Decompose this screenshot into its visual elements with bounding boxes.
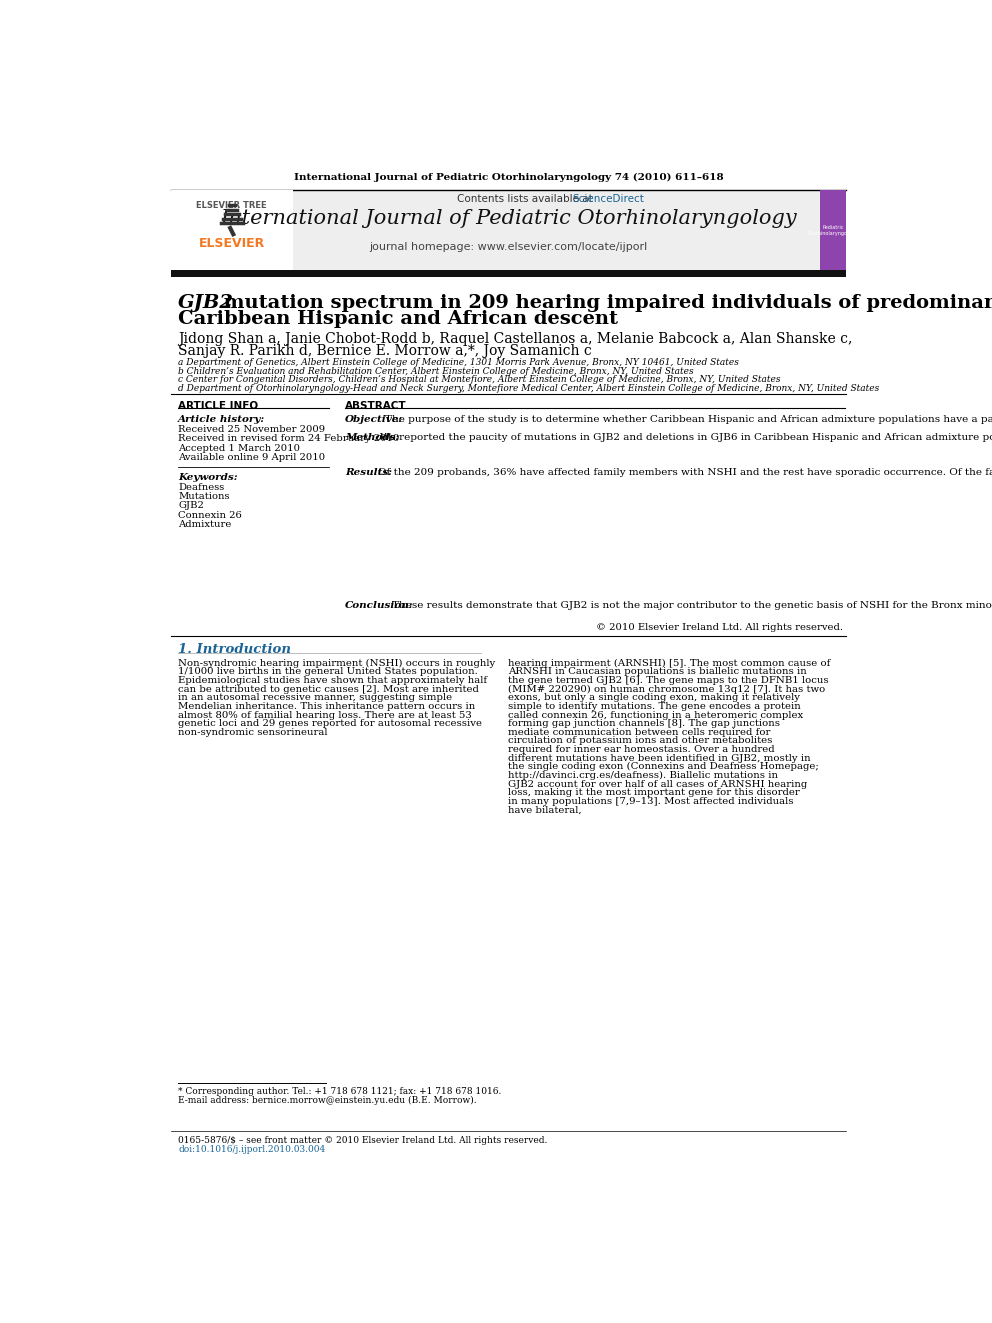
Text: non-syndromic sensorineural: non-syndromic sensorineural (179, 728, 327, 737)
Text: Pediatric
Otorhinolaryngology: Pediatric Otorhinolaryngology (807, 225, 858, 235)
Text: can be attributed to genetic causes [2]. Most are inherited: can be attributed to genetic causes [2].… (179, 685, 479, 693)
Text: mutation spectrum in 209 hearing impaired individuals of predominantly: mutation spectrum in 209 hearing impaire… (217, 294, 992, 311)
Text: (MIM# 220290) on human chromosome 13q12 [7]. It has two: (MIM# 220290) on human chromosome 13q12 … (509, 685, 825, 693)
Text: E-mail address: bernice.morrow@einstein.yu.edu (B.E. Morrow).: E-mail address: bernice.morrow@einstein.… (179, 1095, 477, 1105)
Text: ELSEVIER: ELSEVIER (198, 237, 265, 250)
Text: These results demonstrate that GJB2 is not the major contributor to the genetic : These results demonstrate that GJB2 is n… (392, 601, 992, 610)
Text: Keywords:: Keywords: (179, 472, 238, 482)
Text: Admixture: Admixture (179, 520, 231, 529)
Text: Epidemiological studies have shown that approximately half: Epidemiological studies have shown that … (179, 676, 487, 685)
FancyBboxPatch shape (820, 192, 846, 269)
Text: GJB2: GJB2 (179, 501, 204, 511)
Text: Connexin 26: Connexin 26 (179, 511, 242, 520)
Text: different mutations have been identified in GJB2, mostly in: different mutations have been identified… (509, 754, 811, 763)
Text: doi:10.1016/j.ijporl.2010.03.004: doi:10.1016/j.ijporl.2010.03.004 (179, 1146, 325, 1154)
Text: exons, but only a single coding exon, making it relatively: exons, but only a single coding exon, ma… (509, 693, 801, 703)
Text: almost 80% of familial hearing loss. There are at least 53: almost 80% of familial hearing loss. The… (179, 710, 472, 720)
FancyBboxPatch shape (171, 270, 846, 277)
Text: forming gap junction channels [8]. The gap junctions: forming gap junction channels [8]. The g… (509, 720, 781, 728)
Text: International Journal of Pediatric Otorhinolaryngology 74 (2010) 611–618: International Journal of Pediatric Otorh… (294, 172, 723, 181)
Text: Mendelian inheritance. This inheritance pattern occurs in: Mendelian inheritance. This inheritance … (179, 703, 475, 710)
Text: ELSEVIER TREE: ELSEVIER TREE (196, 201, 267, 210)
Text: simple to identify mutations. The gene encodes a protein: simple to identify mutations. The gene e… (509, 703, 802, 710)
Text: Methods:: Methods: (345, 433, 399, 442)
Text: a Department of Genetics, Albert Einstein College of Medicine, 1301 Morris Park : a Department of Genetics, Albert Einstei… (179, 359, 739, 368)
Text: b Children’s Evaluation and Rehabilitation Center, Albert Einstein College of Me: b Children’s Evaluation and Rehabilitati… (179, 366, 693, 376)
Text: hearing impairment (ARNSHI) [5]. The most common cause of: hearing impairment (ARNSHI) [5]. The mos… (509, 659, 830, 668)
Text: Article history:: Article history: (179, 415, 266, 425)
Text: ARNSHI in Caucasian populations is biallelic mutations in: ARNSHI in Caucasian populations is biall… (509, 668, 807, 676)
Text: Accepted 1 March 2010: Accepted 1 March 2010 (179, 443, 301, 452)
Text: ScienceDirect: ScienceDirect (572, 194, 644, 204)
Text: International Journal of Pediatric Otorhinolaryngology: International Journal of Pediatric Otorh… (220, 209, 797, 228)
Text: loss, making it the most important gene for this disorder: loss, making it the most important gene … (509, 789, 801, 798)
Text: Sanjay R. Parikh d, Bernice E. Morrow a,*, Joy Samanich c: Sanjay R. Parikh d, Bernice E. Morrow a,… (179, 344, 592, 359)
Text: Caribbean Hispanic and African descent: Caribbean Hispanic and African descent (179, 311, 618, 328)
Text: Mutations: Mutations (179, 492, 230, 501)
Text: Contents lists available at: Contents lists available at (457, 194, 596, 204)
Text: ABSTRACT: ABSTRACT (345, 401, 407, 411)
Text: Deafness: Deafness (179, 483, 224, 492)
FancyBboxPatch shape (820, 191, 846, 270)
Text: have bilateral,: have bilateral, (509, 806, 582, 815)
Text: Available online 9 April 2010: Available online 9 April 2010 (179, 452, 325, 462)
Text: ARTICLE INFO: ARTICLE INFO (179, 401, 258, 411)
Text: called connexin 26, functioning in a heteromeric complex: called connexin 26, functioning in a het… (509, 710, 804, 720)
FancyBboxPatch shape (171, 191, 846, 270)
Text: Jidong Shan a, Janie Chobot-Rodd b, Raquel Castellanos a, Melanie Babcock a, Ala: Jidong Shan a, Janie Chobot-Rodd b, Raqu… (179, 332, 853, 347)
Text: circulation of potassium ions and other metabolites: circulation of potassium ions and other … (509, 737, 773, 745)
Text: Results:: Results: (345, 468, 392, 478)
Text: 1. Introduction: 1. Introduction (179, 643, 292, 656)
Text: the single coding exon (Connexins and Deafness Homepage;: the single coding exon (Connexins and De… (509, 762, 819, 771)
Text: © 2010 Elsevier Ireland Ltd. All rights reserved.: © 2010 Elsevier Ireland Ltd. All rights … (596, 623, 843, 632)
Text: Received 25 November 2009: Received 25 November 2009 (179, 425, 325, 434)
Text: * Corresponding author. Tel.: +1 718 678 1121; fax: +1 718 678 1016.: * Corresponding author. Tel.: +1 718 678… (179, 1088, 502, 1097)
Text: The purpose of the study is to determine whether Caribbean Hispanic and African : The purpose of the study is to determine… (385, 415, 992, 425)
Text: mediate communication between cells required for: mediate communication between cells requ… (509, 728, 771, 737)
Text: journal homepage: www.elsevier.com/locate/ijporl: journal homepage: www.elsevier.com/locat… (369, 242, 648, 251)
Text: Received in revised form 24 February 2010: Received in revised form 24 February 201… (179, 434, 400, 443)
Text: http://davinci.crg.es/deafness). Biallelic mutations in: http://davinci.crg.es/deafness). Biallel… (509, 771, 779, 781)
Text: We reported the paucity of mutations in GJB2 and deletions in GJB6 in Caribbean : We reported the paucity of mutations in … (380, 433, 992, 442)
Text: in many populations [7,9–13]. Most affected individuals: in many populations [7,9–13]. Most affec… (509, 796, 794, 806)
Text: GJB2: GJB2 (179, 294, 234, 311)
Text: genetic loci and 29 genes reported for autosomal recessive: genetic loci and 29 genes reported for a… (179, 720, 482, 728)
Text: in an autosomal recessive manner, suggesting simple: in an autosomal recessive manner, sugges… (179, 693, 452, 703)
Text: the gene termed GJB2 [6]. The gene maps to the DFNB1 locus: the gene termed GJB2 [6]. The gene maps … (509, 676, 829, 685)
Text: required for inner ear homeostasis. Over a hundred: required for inner ear homeostasis. Over… (509, 745, 775, 754)
Text: d Department of Otorhinolaryngology-Head and Neck Surgery, Montefiore Medical Ce: d Department of Otorhinolaryngology-Head… (179, 384, 880, 393)
FancyBboxPatch shape (171, 191, 293, 270)
Text: Objective:: Objective: (345, 415, 403, 425)
Text: Conclusion:: Conclusion: (345, 601, 414, 610)
Text: Of the 209 probands, 36% have affected family members with NSHI and the rest hav: Of the 209 probands, 36% have affected f… (378, 468, 992, 478)
Text: Non-syndromic hearing impairment (NSHI) occurs in roughly: Non-syndromic hearing impairment (NSHI) … (179, 659, 495, 668)
Text: c Center for Congenital Disorders, Children’s Hospital at Montefiore, Albert Ein: c Center for Congenital Disorders, Child… (179, 376, 781, 384)
Text: GJB2 account for over half of all cases of ARNSHI hearing: GJB2 account for over half of all cases … (509, 779, 807, 789)
Text: 1/1000 live births in the general United States population.: 1/1000 live births in the general United… (179, 668, 478, 676)
Text: 0165-5876/$ – see front matter © 2010 Elsevier Ireland Ltd. All rights reserved.: 0165-5876/$ – see front matter © 2010 El… (179, 1136, 548, 1144)
